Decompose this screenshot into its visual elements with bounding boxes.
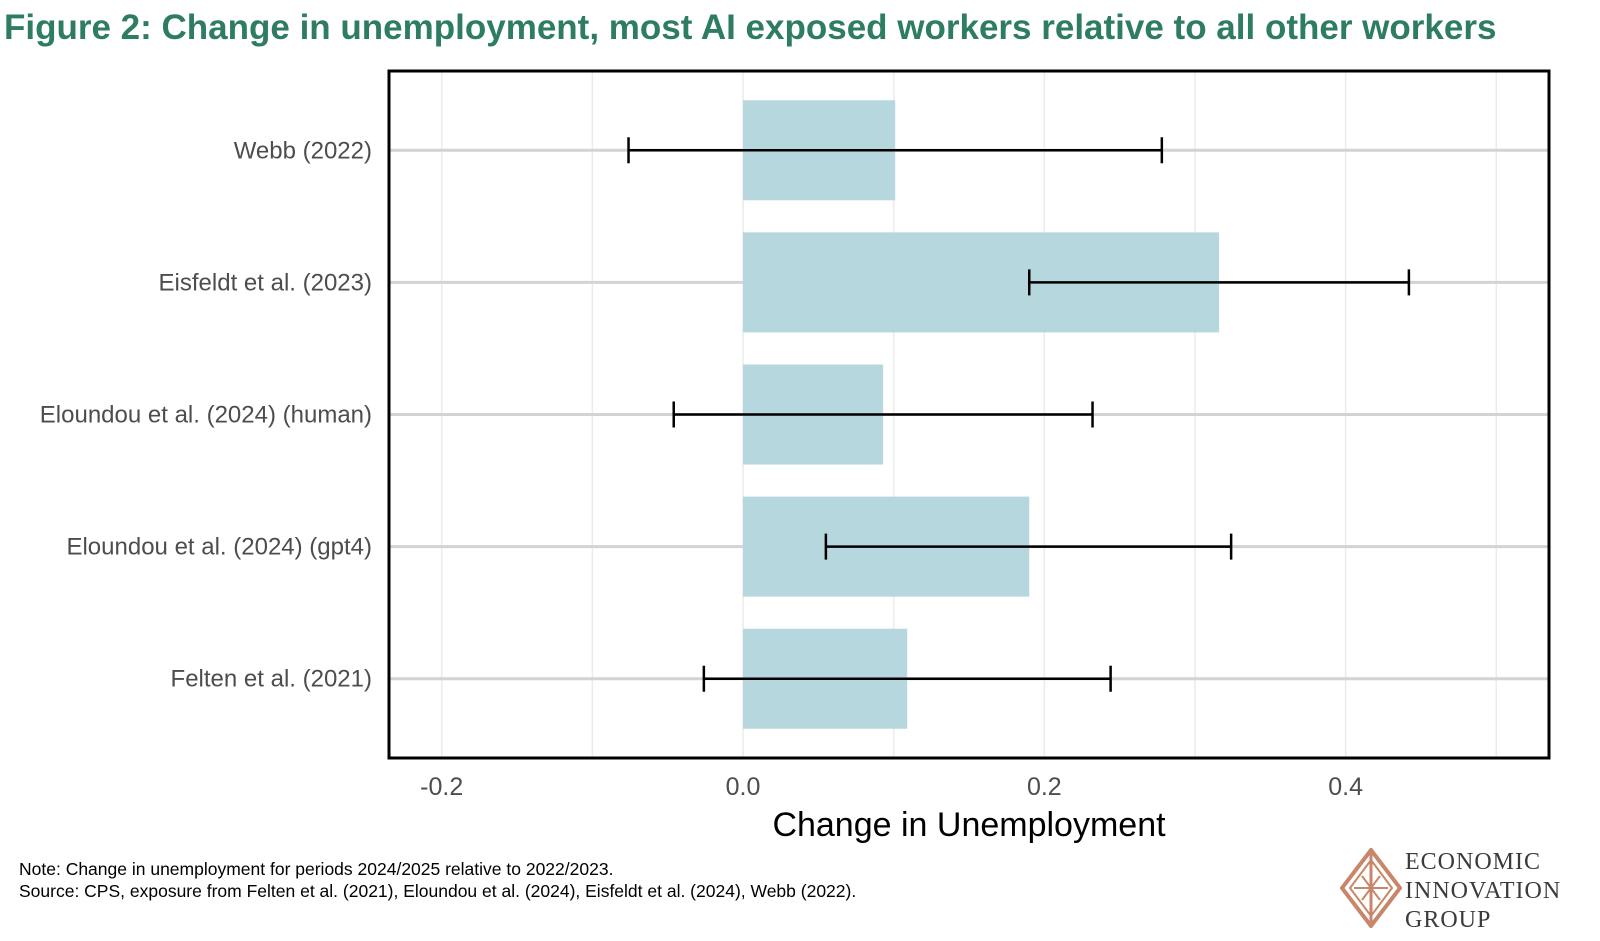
y-tick-label-1: Eisfeldt et al. (2023) [159,269,372,296]
x-tick-label-3: 0.4 [1328,773,1363,801]
x-axis-title: Change in Unemployment [772,806,1166,844]
y-axis-labels: Webb (2022) Eisfeldt et al. (2023) Eloundo… [40,137,372,692]
logo-text: ECONOMIC INNOVATION GROUP [1405,848,1561,935]
logo-line-1: ECONOMIC [1405,849,1542,875]
error-bar-4 [702,665,1112,692]
panel-border [387,69,1551,760]
logo-line-3: GROUP [1405,907,1492,933]
x-tick-label-0: -0.2 [420,773,463,801]
error-bars-layer [627,137,1411,692]
x-tick-label-2: 0.2 [1027,773,1062,801]
eig-logo: ECONOMIC INNOVATION GROUP [1340,848,1590,933]
source-text: Source: CPS, exposure from Felten et al.… [19,881,857,901]
y-tick-label-0: Webb (2022) [234,137,372,164]
error-bar-1 [1028,269,1411,296]
diamond-logo-icon [1340,848,1402,928]
chart: Webb (2022) Eisfeldt et al. (2023) Eloundo… [40,69,1551,844]
note-text: Note: Change in unemployment for periods… [19,859,614,879]
error-bar-3 [824,533,1233,560]
error-bar-2 [672,401,1094,428]
error-bar-0 [627,137,1164,164]
x-axis-labels: -0.2 0.0 0.2 0.4 [420,773,1363,801]
y-tick-label-3: Eloundou et al. (2024) (gpt4) [66,534,372,561]
logo-line-2: INNOVATION [1405,878,1562,904]
footnotes: Note: Change in unemployment for periods… [19,858,856,902]
page-title: Figure 2: Change in unemployment, most A… [4,8,1497,47]
x-tick-label-1: 0.0 [726,773,761,801]
y-tick-label-4: Felten et al. (2021) [171,666,372,693]
y-tick-label-2: Eloundou et al. (2024) (human) [40,402,372,429]
